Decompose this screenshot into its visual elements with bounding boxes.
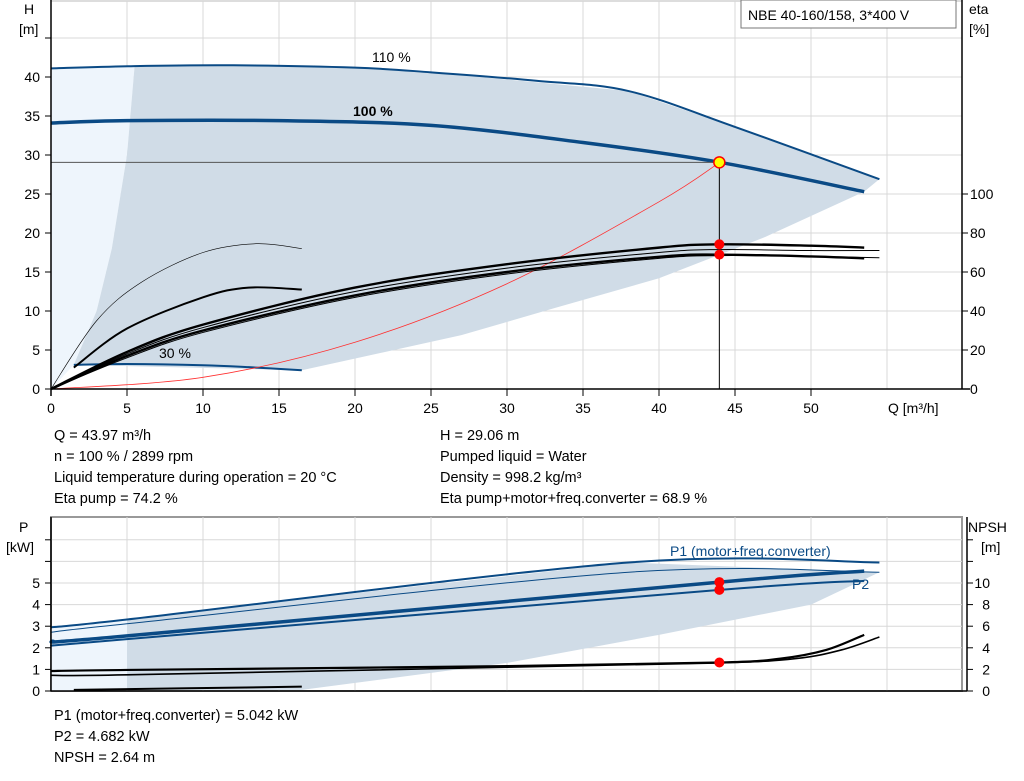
top-axes: 0 5 10 15 20 25 30 35 40 45 50 0 5 10 15 20 25 30 35 40 0 20 4… bbox=[24, 0, 994, 416]
info-h: H = 29.06 m bbox=[440, 428, 519, 444]
eta-curve-thin bbox=[50, 249, 880, 390]
h-tick-label: 40 bbox=[24, 69, 40, 85]
p-axis-label: P bbox=[19, 519, 28, 535]
npsh-tick-label: 6 bbox=[982, 618, 990, 634]
info-p2: P2 = 4.682 kW bbox=[54, 729, 150, 745]
top-operating-range bbox=[51, 65, 880, 389]
info-q: Q = 43.97 m³/h bbox=[54, 428, 151, 444]
eta-tick-label: 40 bbox=[970, 303, 986, 319]
eta-tick-label: 20 bbox=[970, 342, 986, 358]
npsh-point bbox=[714, 657, 725, 668]
info-n: n = 100 % / 2899 rpm bbox=[54, 449, 193, 465]
h-tick-label: 20 bbox=[24, 225, 40, 241]
system-curve bbox=[50, 161, 721, 390]
eta-pump-point bbox=[714, 239, 725, 250]
p-tick-label: 1 bbox=[32, 661, 40, 677]
x-tick-label: 15 bbox=[271, 400, 287, 416]
label-100: 100 % bbox=[353, 103, 393, 119]
eta-curve-low-thick bbox=[73, 286, 302, 369]
p1-curve bbox=[49, 569, 865, 644]
h-tick-label: 25 bbox=[24, 186, 40, 202]
x-tick-label: 50 bbox=[803, 400, 819, 416]
info-top: Q = 43.97 m³/h n = 100 % / 2899 rpm Liqu… bbox=[54, 428, 707, 507]
label-p1: P1 (motor+freq.converter) bbox=[670, 543, 831, 559]
label-110: 110 % bbox=[372, 49, 411, 65]
eta-tick-label: 100 bbox=[970, 186, 994, 202]
label-30: 30 % bbox=[159, 345, 191, 361]
h-tick-label: 30 bbox=[24, 147, 40, 163]
light-area bbox=[51, 66, 135, 389]
eta-tick-label: 80 bbox=[970, 225, 986, 241]
eta-total-curve bbox=[50, 253, 865, 391]
info-eta-total: Eta pump+motor+freq.converter = 68.9 % bbox=[440, 491, 707, 507]
x-tick-label: 30 bbox=[499, 400, 515, 416]
h-axis-unit: [m] bbox=[19, 21, 38, 37]
npsh-tick-label: 4 bbox=[982, 640, 990, 656]
x-tick-label: 10 bbox=[195, 400, 211, 416]
eta-curve-low bbox=[50, 243, 302, 390]
eta-axis-label: eta bbox=[969, 1, 989, 17]
info-bottom: P1 (motor+freq.converter) = 5.042 kW P2 … bbox=[54, 708, 298, 766]
h-tick-label: 15 bbox=[24, 264, 40, 280]
x-tick-label: 0 bbox=[47, 400, 55, 416]
h-tick-label: 10 bbox=[24, 303, 40, 319]
x-tick-label: 40 bbox=[651, 400, 667, 416]
p-tick-label: 0 bbox=[32, 683, 40, 699]
info-npsh: NPSH = 2.64 m bbox=[54, 750, 155, 766]
npsh-tick-label: 8 bbox=[982, 597, 990, 613]
p-tick-label: 2 bbox=[32, 640, 40, 656]
label-p2: P2 bbox=[852, 576, 869, 592]
x-tick-label: 5 bbox=[123, 400, 131, 416]
h-tick-label: 35 bbox=[24, 108, 40, 124]
npsh-tick-label: 10 bbox=[974, 575, 990, 591]
eta-total-point bbox=[714, 249, 725, 260]
p-tick-label: 3 bbox=[32, 618, 40, 634]
eta-pump-curve bbox=[50, 243, 865, 391]
info-liquid: Pumped liquid = Water bbox=[440, 449, 587, 465]
h-tick-label: 0 bbox=[32, 381, 40, 397]
low-speed-curve bbox=[73, 685, 302, 691]
chart-title: NBE 40-160/158, 3*400 V bbox=[748, 7, 910, 23]
x-tick-label: 45 bbox=[727, 400, 743, 416]
bottom-axes: 0 1 2 3 4 5 0 2 4 6 8 10 bbox=[32, 517, 990, 699]
title-box bbox=[740, 0, 957, 29]
x-tick-label: 35 bbox=[575, 400, 591, 416]
p1-point bbox=[714, 577, 725, 588]
x-tick-label: 25 bbox=[423, 400, 439, 416]
npsh-tick-label: 2 bbox=[982, 661, 990, 677]
npsh-curve-alt bbox=[50, 636, 880, 677]
p2-110-curve bbox=[50, 567, 880, 633]
operating-area bbox=[73, 65, 880, 371]
eta-curve-thin bbox=[50, 255, 880, 390]
curve-110 bbox=[50, 64, 880, 181]
info-eta-pump: Eta pump = 74.2 % bbox=[54, 491, 178, 507]
info-density: Density = 998.2 kg/m³ bbox=[440, 470, 582, 486]
h-tick-label: 5 bbox=[32, 342, 40, 358]
q-axis-label: Q [m³/h] bbox=[888, 400, 939, 416]
p-axis-unit: [kW] bbox=[6, 539, 34, 555]
info-temp: Liquid temperature during operation = 20… bbox=[54, 470, 337, 486]
p1-110-curve bbox=[50, 557, 880, 629]
eta-axis-unit: [%] bbox=[969, 21, 989, 37]
operating-area-bottom bbox=[127, 562, 880, 690]
eta-tick-label: 60 bbox=[970, 264, 986, 280]
p-tick-label: 4 bbox=[32, 597, 40, 613]
p-tick-label: 5 bbox=[32, 575, 40, 591]
npsh-tick-label: 0 bbox=[982, 683, 990, 699]
bottom-series bbox=[49, 557, 880, 691]
h-axis-label: H bbox=[24, 1, 34, 17]
eta-tick-label: 0 bbox=[970, 381, 978, 397]
p2-curve bbox=[50, 579, 865, 647]
top-series bbox=[50, 64, 880, 391]
duty-point bbox=[713, 156, 726, 169]
info-p1: P1 (motor+freq.converter) = 5.042 kW bbox=[54, 708, 298, 724]
p2-point bbox=[714, 584, 725, 595]
x-tick-label: 20 bbox=[347, 400, 363, 416]
npsh-axis-label: NPSH bbox=[968, 519, 1007, 535]
npsh-axis-unit: [m] bbox=[981, 539, 1000, 555]
